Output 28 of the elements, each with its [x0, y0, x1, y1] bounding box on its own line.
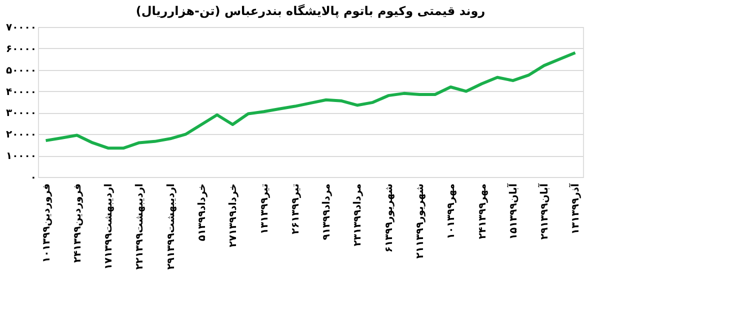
x-tick-label: ۲۹اردیبهشت۱۳۹۹ — [166, 184, 177, 270]
x-tick-label: ۹مرداد۱۳۹۹ — [322, 184, 333, 240]
x-tick-label: ۱۰مهر۱۳۹۹ — [446, 184, 458, 240]
x-tick-label: ۲۲اردیبهشت۱۳۹۹ — [134, 184, 146, 270]
x-tick-label: ۱۰فروردین۱۳۹۹ — [41, 184, 52, 263]
y-tick-label: ۳۰۰۰۰ — [6, 108, 36, 120]
x-tick-label: ۱۳تیر۱۳۹۹ — [259, 183, 270, 234]
y-tick-label: ۵۰۰۰۰ — [6, 65, 36, 76]
x-tick-label: ۱۳آذر۱۳۹۹ — [568, 182, 582, 234]
chart-title: روند قیمتی وکیوم باتوم پالایشگاه بندرعباس (تن-هزارریال) — [136, 4, 486, 18]
y-tick-label: ۰ — [30, 172, 36, 184]
x-tick-label: ۲۷خرداد۱۳۹۹ — [228, 184, 240, 248]
y-tick-label: ۴۰۰۰۰ — [6, 86, 36, 98]
x-tick-label: ۲۱شهریور۱۳۹۹ — [415, 183, 426, 259]
x-tick-label: ۲۴مهر۱۳۹۹ — [477, 184, 488, 240]
x-tick-label: ۵خرداد۱۳۹۹ — [197, 184, 208, 242]
x-tick-label: ۲۹آبان۱۳۹۹ — [538, 182, 551, 240]
y-tick-label: ۷۰۰۰۰ — [6, 22, 36, 34]
x-tick-label: ۱۷اردیبهشت۱۳۹۹ — [104, 184, 115, 270]
x-tick-label: ۱۵آبان۱۳۹۹ — [506, 182, 520, 240]
y-tick-label: ۲۰۰۰۰ — [6, 130, 36, 141]
x-tick-label: ۲۴فروردین۱۳۹۹ — [72, 184, 84, 263]
line-series — [44, 51, 577, 150]
y-tick-label: ۱۰۰۰۰ — [6, 151, 36, 162]
x-tick-label: ۲۳مرداد۱۳۹۹ — [352, 184, 364, 246]
y-tick-label: ۶۰۰۰۰ — [6, 44, 36, 55]
x-tick-label: ۶شهریور۱۳۹۹ — [384, 183, 395, 252]
x-tick-label: ۲۶تیر۱۳۹۹ — [290, 183, 302, 234]
